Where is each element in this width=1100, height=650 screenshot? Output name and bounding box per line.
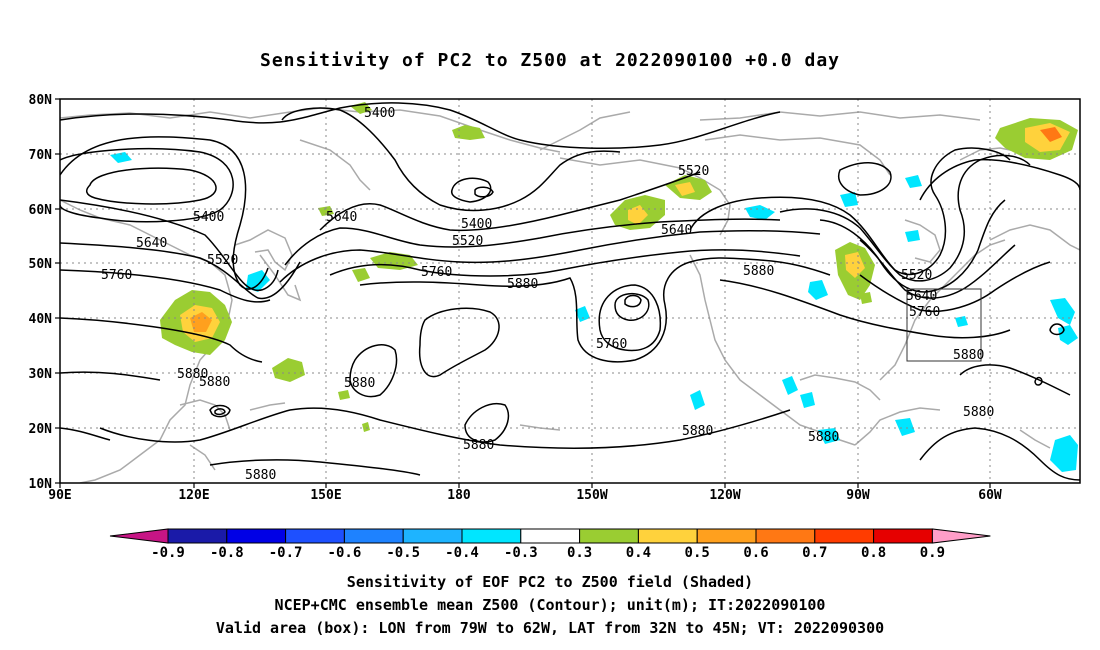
contour-label: 5760 <box>101 268 132 283</box>
lon-label: 90E <box>48 488 71 503</box>
sensitivity-shading <box>110 102 1078 472</box>
colorbar-label: -0.8 <box>210 545 244 561</box>
contour-labels: 5400 5520 5400 5640 5400 5520 5640 5520 … <box>101 106 994 483</box>
lat-labels: 80N 70N 60N 50N 40N 30N 20N 10N <box>29 93 53 492</box>
contour-label: 5880 <box>963 405 994 420</box>
footer-line-1: Sensitivity of EOF PC2 to Z500 field (Sh… <box>346 573 754 591</box>
contour-label: 5880 <box>199 375 230 390</box>
contour-label: 5400 <box>193 210 224 225</box>
contour-label: 5400 <box>364 106 395 121</box>
lat-label: 50N <box>29 257 53 272</box>
colorbar-swatch <box>696 528 757 544</box>
contour-label: 5520 <box>452 234 483 249</box>
contour-label: 5760 <box>596 337 627 352</box>
contour-label: 5640 <box>326 210 357 225</box>
lat-label: 30N <box>29 367 53 382</box>
colorbar-swatch <box>402 528 463 544</box>
colorbar-label: 0.5 <box>685 545 710 561</box>
contour-label: 5880 <box>953 348 984 363</box>
colorbar-swatch <box>814 528 875 544</box>
tick-marks <box>55 98 991 488</box>
colorbar-label: 0.9 <box>920 545 945 561</box>
map-frame <box>59 98 1081 484</box>
colorbar-label: 0.7 <box>802 545 827 561</box>
colorbar-swatch <box>167 528 228 544</box>
colorbar-label: -0.5 <box>386 545 420 561</box>
contour-label: 5760 <box>909 305 940 320</box>
colorbar-swatch <box>461 528 522 544</box>
contour-label: 5760 <box>421 265 452 280</box>
lon-label: 120E <box>178 488 209 503</box>
contour-label: 5400 <box>461 217 492 232</box>
lat-label: 40N <box>29 312 53 327</box>
lon-label: 150E <box>310 488 341 503</box>
lat-label: 20N <box>29 422 53 437</box>
lat-label: 70N <box>29 148 53 163</box>
colorbar-low-end <box>109 528 169 544</box>
colorbar-high-end <box>931 528 991 544</box>
contour-label: 5880 <box>507 277 538 292</box>
colorbar-label: -0.3 <box>504 545 538 561</box>
footer-line-2: NCEP+CMC ensemble mean Z500 (Contour); u… <box>274 596 826 614</box>
contour-label: 5520 <box>678 164 709 179</box>
footer-line-3: Valid area (box): LON from 79W to 62W, L… <box>215 619 885 637</box>
lon-label: 60W <box>978 488 1002 503</box>
contour-label: 5520 <box>207 253 238 268</box>
colorbar-label: -0.9 <box>151 545 185 561</box>
lon-label: 90W <box>846 488 870 503</box>
colorbar-swatch <box>579 528 639 544</box>
contour-label: 5640 <box>661 223 692 238</box>
lon-labels: 90E 120E 150E 180 150W 120W 90W 60W <box>48 488 1002 503</box>
contour-label: 5880 <box>682 424 713 439</box>
contour-label: 5880 <box>743 264 774 279</box>
colorbar-swatch <box>755 528 816 544</box>
colorbar-label: 0.4 <box>626 545 651 561</box>
lon-label: 120W <box>709 488 740 503</box>
colorbar-label: 0.8 <box>861 545 886 561</box>
contour-label: 5880 <box>245 468 276 483</box>
colorbar-label: 0.6 <box>743 545 768 561</box>
valid-area-box <box>906 288 982 362</box>
colorbar-label: 0.3 <box>567 545 592 561</box>
colorbar-label: -0.6 <box>328 545 362 561</box>
map-title: Sensitivity of PC2 to Z500 at 2022090100… <box>259 50 840 71</box>
lon-label: 150W <box>576 488 607 503</box>
contour-label: 5880 <box>344 376 375 391</box>
contour-label: 5640 <box>136 236 167 251</box>
colorbar-swatch <box>226 528 287 544</box>
z500-contours <box>60 102 1080 481</box>
grid-lines <box>60 99 1080 483</box>
colorbar-swatch <box>873 528 933 544</box>
contour-label: 5880 <box>463 438 494 453</box>
contour-label: 5520 <box>901 268 932 283</box>
lat-label: 60N <box>29 203 53 218</box>
colorbar-label: -0.7 <box>269 545 303 561</box>
colorbar-swatch <box>637 528 698 544</box>
contour-label: 5880 <box>808 430 839 445</box>
colorbar-swatch <box>520 528 581 544</box>
lon-label: 180 <box>447 488 471 503</box>
contour-label: 5640 <box>906 289 937 304</box>
colorbar: -0.9 -0.8 -0.7 -0.6 -0.5 -0.4 -0.3 0.3 0.4 0.5 0.6… <box>109 528 991 561</box>
lat-label: 80N <box>29 93 53 108</box>
colorbar-swatch <box>285 528 345 544</box>
colorbar-swatch <box>343 528 404 544</box>
lat-label: 10N <box>29 477 53 492</box>
contour-label: 5880 <box>177 367 208 382</box>
colorbar-label: -0.4 <box>445 545 479 561</box>
